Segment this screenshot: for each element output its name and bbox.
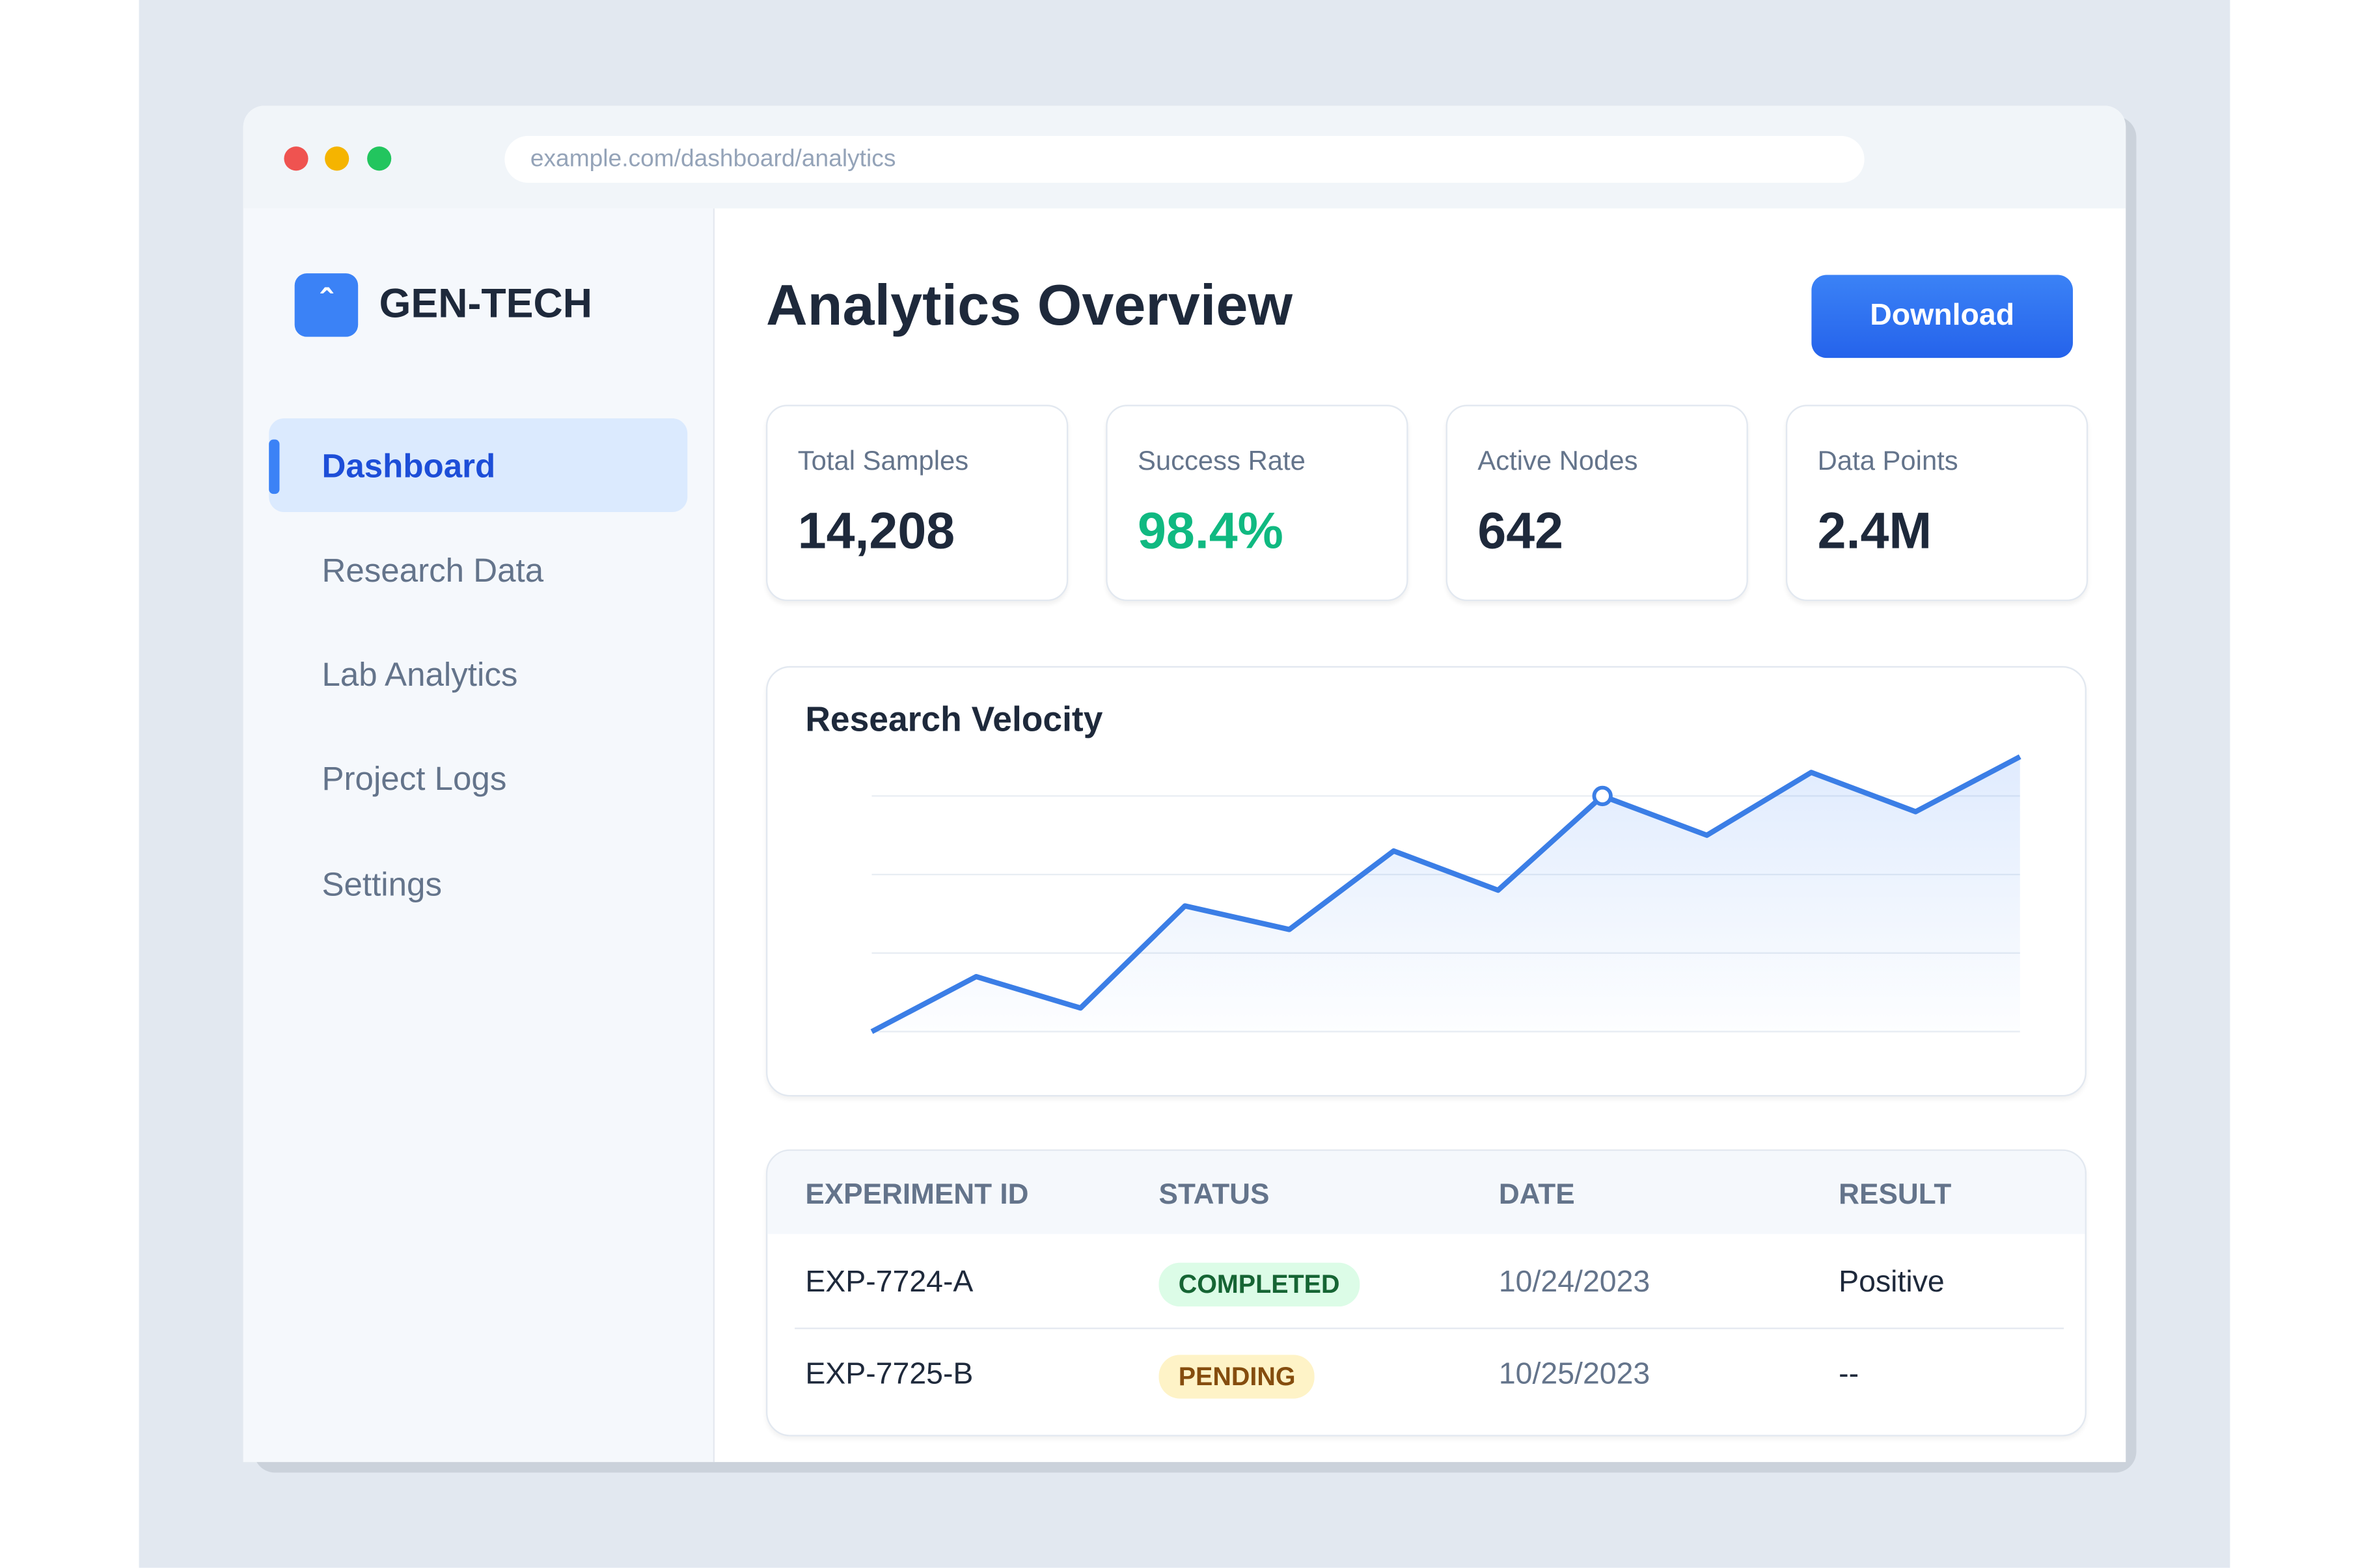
table-header-bg xyxy=(767,1150,2085,1234)
table-cell: EXP-7725-B xyxy=(805,1357,974,1392)
nav-item[interactable]: Settings xyxy=(322,865,443,904)
stat-label: Active Nodes xyxy=(1477,445,1638,476)
row-divider xyxy=(795,1327,2064,1329)
status-badge: PENDING xyxy=(1158,1355,1315,1399)
column-header: EXPERIMENT ID xyxy=(805,1180,1029,1211)
url: example.com/dashboard/analytics xyxy=(530,146,896,172)
column-header: STATUS xyxy=(1158,1180,1270,1211)
line-area xyxy=(871,757,2020,1032)
stat-card xyxy=(1445,405,1748,601)
column-header: DATE xyxy=(1498,1180,1575,1211)
stat-label: Data Points xyxy=(1817,445,1958,476)
nav-item[interactable]: Dashboard xyxy=(322,447,496,485)
line xyxy=(870,754,2021,1034)
stat-label: Success Rate xyxy=(1138,445,1306,476)
nav-item[interactable]: Research Data xyxy=(322,551,544,589)
stat-value: 14,208 xyxy=(797,503,955,561)
nav-item[interactable]: Project Logs xyxy=(322,759,507,798)
stat-card xyxy=(1106,405,1408,601)
stat-label: Total Samples xyxy=(797,445,969,476)
table-cell: -- xyxy=(1839,1357,1859,1392)
page-title: Analytics Overview xyxy=(765,275,1293,339)
brand: GEN-TECH xyxy=(379,280,593,327)
minimize-dot[interactable] xyxy=(325,146,349,171)
url-bar[interactable] xyxy=(504,135,1865,183)
table-cell: 10/24/2023 xyxy=(1498,1265,1650,1299)
logo: ˆ xyxy=(294,273,359,337)
nav-item[interactable]: Lab Analytics xyxy=(322,655,518,694)
stat-value: 642 xyxy=(1477,503,1564,561)
table-card xyxy=(765,1149,2087,1437)
stat-card xyxy=(765,405,1069,601)
highlight-point xyxy=(1592,785,1613,807)
download-button[interactable]: Download xyxy=(1811,275,2074,358)
maximize-dot[interactable] xyxy=(367,146,392,171)
table-cell: 10/25/2023 xyxy=(1498,1357,1650,1392)
stat-card xyxy=(1785,405,2088,601)
nav-active-bg xyxy=(269,418,688,512)
close-dot[interactable] xyxy=(284,146,308,171)
column-header: RESULT xyxy=(1839,1180,1952,1211)
chart-title: Research Velocity xyxy=(805,699,1103,739)
stat-value: 2.4M xyxy=(1817,503,1932,561)
nav-active-bar xyxy=(269,439,280,494)
stat-value: 98.4% xyxy=(1138,503,1283,561)
sidebar xyxy=(243,208,715,1463)
table-cell: EXP-7724-A xyxy=(805,1265,974,1299)
table-cell: Positive xyxy=(1839,1265,1945,1299)
status-badge: COMPLETED xyxy=(1158,1262,1360,1307)
